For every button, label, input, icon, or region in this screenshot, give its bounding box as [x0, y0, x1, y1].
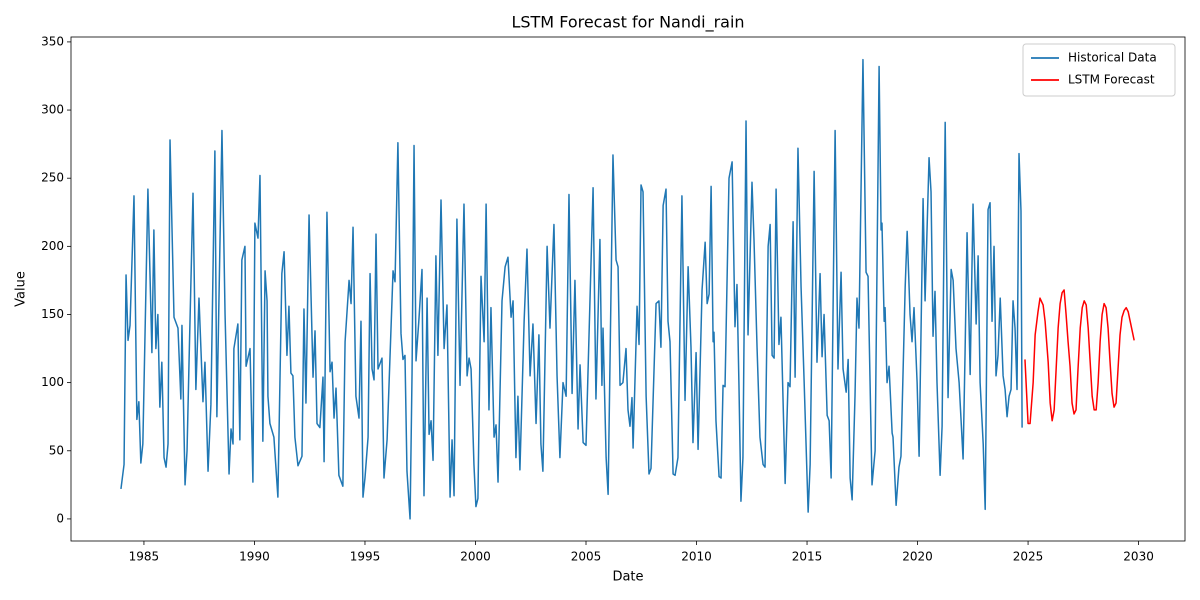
- plot-frame: [70, 36, 1186, 542]
- y-tick-label: 50: [49, 443, 64, 457]
- x-tick-label: 2025: [1013, 550, 1044, 564]
- y-axis-label: Value: [14, 271, 29, 307]
- x-axis-label: Date: [612, 570, 643, 585]
- x-tick-label: 1985: [129, 550, 160, 564]
- series-line: [1024, 289, 1135, 425]
- legend-label: Historical Data: [1068, 51, 1157, 65]
- y-tick-label: 200: [41, 239, 64, 253]
- x-tick-label: 2000: [460, 550, 491, 564]
- x-tick-label: 1995: [350, 550, 381, 564]
- x-tick-label: 2030: [1123, 550, 1154, 564]
- legend-label: LSTM Forecast: [1068, 73, 1155, 87]
- x-tick-label: 2005: [571, 550, 602, 564]
- y-tick-label: 150: [41, 307, 64, 321]
- x-tick-label: 2010: [681, 550, 712, 564]
- x-tick-label: 2020: [902, 550, 933, 564]
- x-tick-label: 2015: [792, 550, 823, 564]
- x-tick-label: 1990: [239, 550, 270, 564]
- series-line: [120, 58, 1023, 520]
- legend: Historical Data LSTM Forecast: [1022, 43, 1176, 97]
- y-tick-label: 250: [41, 171, 64, 185]
- legend-box: [1022, 43, 1176, 97]
- y-tick-label: 350: [41, 34, 64, 48]
- y-tick-label: 0: [56, 511, 64, 525]
- y-tick-label: 300: [41, 103, 64, 117]
- y-tick-label: 100: [41, 375, 64, 389]
- chart-title: LSTM Forecast for Nandi_rain: [511, 13, 744, 33]
